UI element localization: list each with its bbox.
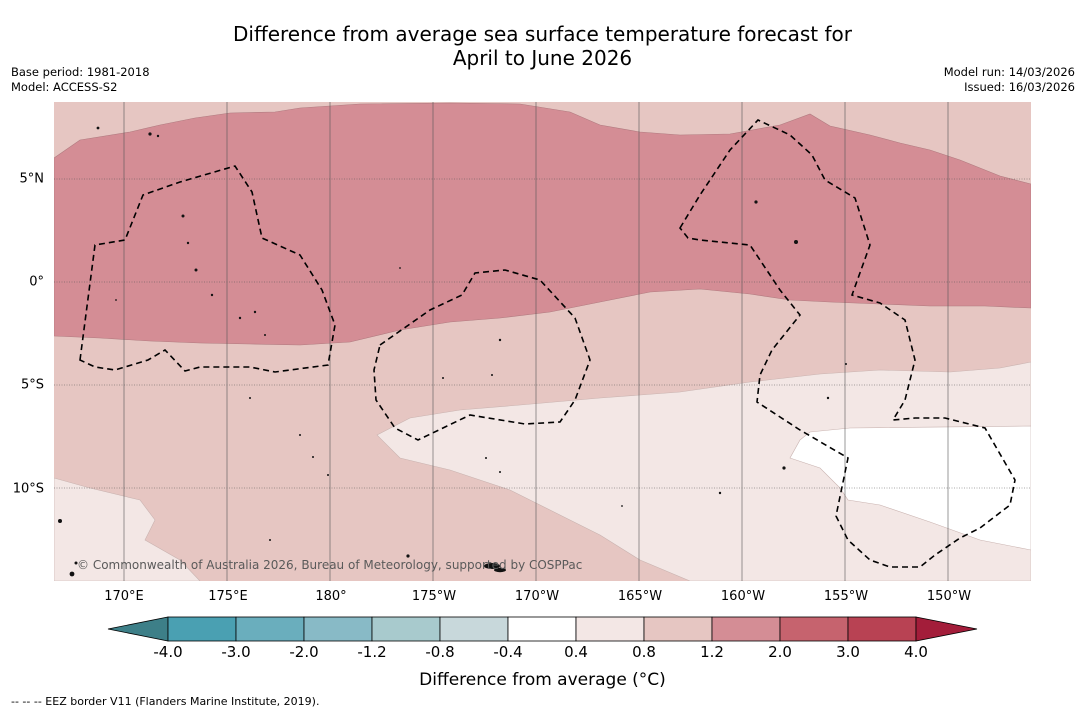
- lon-tick-180: 180°: [315, 589, 347, 604]
- lat-tick-10s: 10°S: [12, 481, 44, 497]
- colorbar-tick-label: -0.8: [425, 643, 455, 661]
- eez-legend-note: -- -- -- EEZ border V11 (Flanders Marine…: [11, 695, 320, 708]
- colorbar-segment: [643, 616, 713, 642]
- islands: [58, 126, 847, 577]
- colorbar-tick-label: 0.8: [632, 643, 656, 661]
- anomaly-band-neutral: [789, 425, 1031, 551]
- colorbar-segment: [507, 616, 577, 642]
- model-name: Model: ACCESS-S2: [11, 80, 118, 94]
- colorbar-segment: [711, 616, 781, 642]
- lat-tick-5n: 5°N: [19, 171, 45, 187]
- colorbar-arrow-max: [915, 616, 978, 642]
- colorbar-title: Difference from average (°C): [419, 670, 666, 690]
- lon-tick-170w: 170°W: [514, 589, 560, 604]
- colorbar-segment: [439, 616, 509, 642]
- colorbar-tick-label: 2.0: [768, 643, 792, 661]
- colorbar-segment: [847, 616, 917, 642]
- colorbar-tick-label: -3.0: [221, 643, 251, 661]
- map-title-line1: Difference from average sea surface temp…: [232, 22, 852, 46]
- colorbar-tick-label: -2.0: [289, 643, 319, 661]
- meta-right: Model run: 14/03/2026 Issued: 16/03/2026: [944, 65, 1075, 95]
- lon-tick-170e: 170°E: [104, 589, 144, 604]
- eez-borders: [79, 119, 1016, 568]
- colorbar-segment: [371, 616, 441, 642]
- colorbar-segment: [575, 616, 645, 642]
- colorbar-tick-label: 1.2: [700, 643, 724, 661]
- colorbar-segment: [235, 616, 305, 642]
- lon-tick-155w: 155°W: [823, 589, 869, 604]
- base-period: Base period: 1981-2018: [11, 65, 150, 79]
- colorbar-arrow-min: [107, 616, 169, 642]
- colorbar-tick-label: 0.4: [564, 643, 588, 661]
- colorbar-tick-label: 4.0: [904, 643, 928, 661]
- colorbar-segment: [303, 616, 373, 642]
- colorbar-tick-label: -0.4: [493, 643, 523, 661]
- lat-tick-5s: 5°S: [20, 377, 44, 393]
- issued-date: Issued: 16/03/2026: [964, 80, 1075, 94]
- anomaly-band-1.2-2.0: [54, 102, 1031, 346]
- colorbar-tick-label: -1.2: [357, 643, 387, 661]
- lat-tick-0: 0°: [29, 274, 44, 290]
- map-title-line2: April to June 2026: [452, 46, 633, 70]
- map-title: Difference from average sea surface temp…: [0, 22, 1085, 70]
- copyright-notice: © Commonwealth of Australia 2026, Bureau…: [77, 558, 583, 572]
- colorbar-tick-label: 3.0: [836, 643, 860, 661]
- graticule: [123, 102, 949, 581]
- lon-tick-160w: 160°W: [720, 589, 766, 604]
- anomaly-band-0.4-0.8: [376, 361, 1031, 581]
- meta-left: Base period: 1981-2018 Model: ACCESS-S2: [11, 65, 150, 95]
- colorbar-tick-label: -4.0: [153, 643, 183, 661]
- lon-tick-150w: 150°W: [926, 589, 972, 604]
- lon-tick-165w: 165°W: [617, 589, 663, 604]
- model-run: Model run: 14/03/2026: [943, 65, 1075, 79]
- colorbar-segment: [167, 616, 237, 642]
- colorbar-segment: [779, 616, 849, 642]
- anomaly-band-0.4-0.8-west: [54, 477, 201, 581]
- lon-tick-175w: 175°W: [411, 589, 457, 604]
- lon-tick-175e: 175°E: [208, 589, 248, 604]
